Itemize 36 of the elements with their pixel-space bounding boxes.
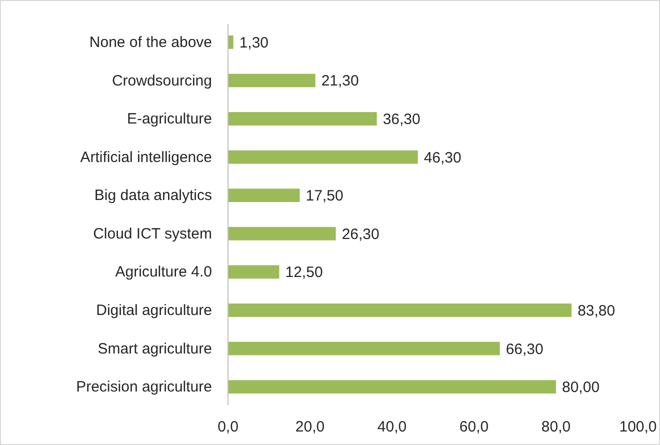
data-label: 17,50 bbox=[306, 188, 344, 205]
x-tick-label: 80,0 bbox=[541, 418, 571, 436]
y-tick-label: E-agriculture bbox=[126, 110, 212, 128]
x-tick-label: 60,0 bbox=[459, 418, 489, 436]
data-label: 83,80 bbox=[578, 302, 616, 320]
data-label: 66,30 bbox=[506, 340, 544, 358]
y-tick-label: Precision agriculture bbox=[76, 378, 212, 396]
data-label: 36,30 bbox=[382, 111, 420, 128]
bar bbox=[228, 265, 280, 279]
bar bbox=[228, 35, 234, 49]
x-tick-label: 40,0 bbox=[377, 418, 407, 436]
data-label: 46,30 bbox=[424, 149, 462, 166]
bar bbox=[228, 188, 300, 202]
bar bbox=[228, 380, 556, 394]
bar bbox=[228, 342, 500, 356]
x-tick-label: 0,0 bbox=[218, 418, 238, 436]
bar bbox=[228, 304, 572, 317]
data-label: 21,30 bbox=[321, 72, 359, 90]
y-tick-label: Big data analytics bbox=[94, 187, 212, 204]
bar bbox=[228, 226, 336, 240]
y-tick-label: None of the above bbox=[89, 34, 212, 51]
y-tick-label: Smart agriculture bbox=[98, 340, 212, 358]
x-tick-label: 100,0 bbox=[619, 418, 657, 436]
x-tick-label: 20,0 bbox=[295, 418, 325, 436]
bar bbox=[228, 74, 316, 88]
data-label: 80,00 bbox=[562, 379, 600, 396]
data-label: 1,30 bbox=[239, 34, 269, 52]
data-label: 12,50 bbox=[285, 264, 323, 282]
y-tick-label: Artificial intelligence bbox=[80, 148, 212, 166]
y-tick-label: Agriculture 4.0 bbox=[115, 264, 212, 281]
bar bbox=[228, 112, 377, 126]
data-label: 26,30 bbox=[342, 226, 380, 243]
y-tick-label: Digital agriculture bbox=[96, 302, 212, 320]
bar bbox=[228, 150, 418, 164]
y-tick-label: Crowdsourcing bbox=[112, 72, 212, 90]
y-tick-label: Cloud ICT system bbox=[93, 225, 212, 242]
